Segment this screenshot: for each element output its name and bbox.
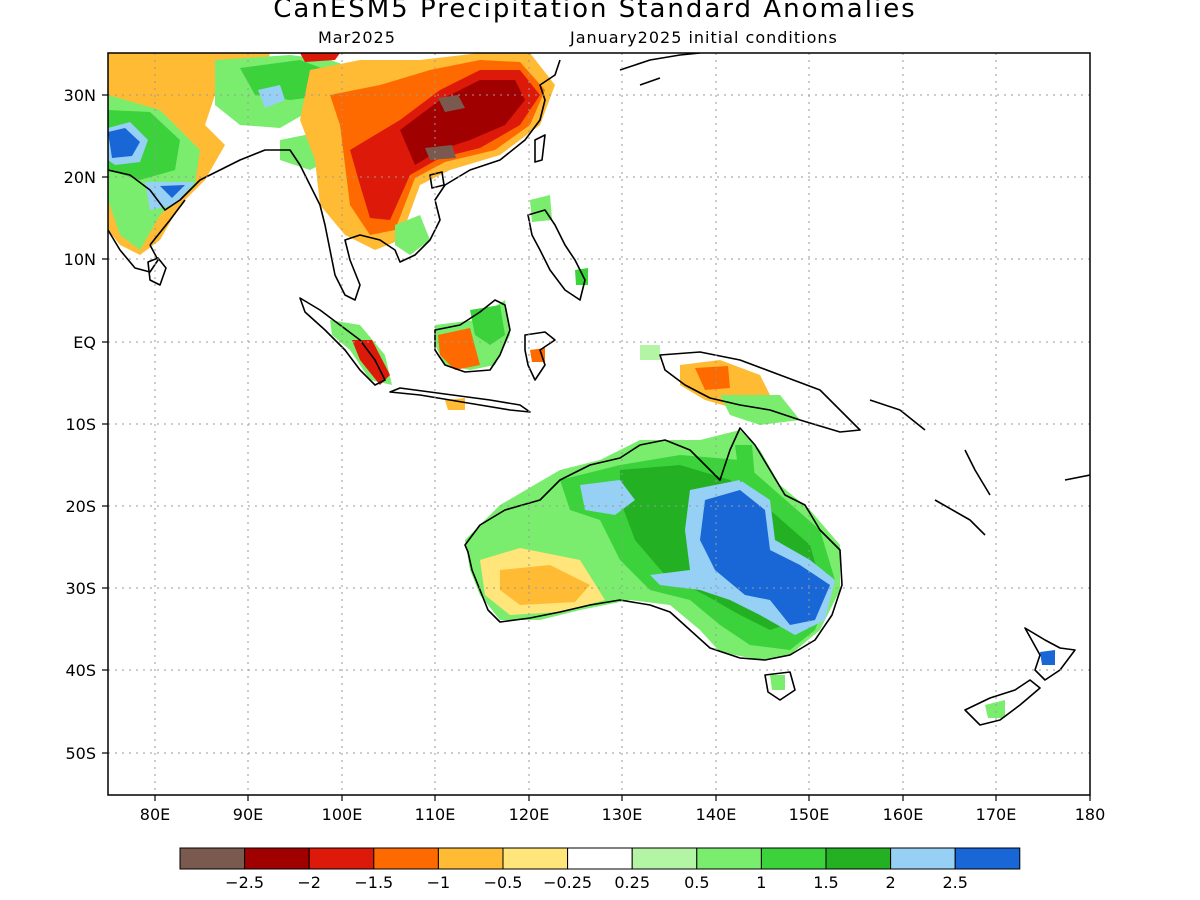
colorbar-swatch bbox=[308, 847, 375, 870]
anomaly-region bbox=[258, 85, 285, 108]
map-title: CanESM5 Precipitation Standard Anomalies bbox=[273, 0, 917, 24]
lat-label: 30S bbox=[65, 579, 96, 598]
anomaly-region bbox=[735, 445, 755, 482]
lon-label: 80E bbox=[140, 805, 170, 824]
anomaly-region bbox=[500, 565, 590, 605]
anomaly-region bbox=[395, 215, 430, 255]
colorbar-label: −2.5 bbox=[225, 873, 264, 892]
anomaly-region bbox=[160, 185, 185, 198]
colorbar-label: 0.5 bbox=[684, 873, 709, 892]
anomaly-region bbox=[438, 328, 480, 370]
colorbar-swatch bbox=[502, 847, 569, 870]
colorbar-swatch bbox=[825, 847, 892, 870]
colorbar-swatch bbox=[890, 847, 956, 870]
lon-label: 170E bbox=[976, 805, 1017, 824]
colorbar-label: 1 bbox=[756, 873, 766, 892]
lon-label: 140E bbox=[696, 805, 737, 824]
anomaly-region bbox=[300, 53, 340, 62]
lon-label: 150E bbox=[789, 805, 830, 824]
colorbar-swatch bbox=[631, 847, 698, 870]
colorbar-label: −2 bbox=[297, 873, 321, 892]
lat-label: EQ bbox=[73, 333, 96, 352]
colorbar-swatch bbox=[954, 847, 1021, 870]
anomaly-region bbox=[640, 345, 660, 360]
colorbar-swatch bbox=[373, 847, 439, 870]
anomaly-region bbox=[400, 80, 525, 165]
lat-label: 10S bbox=[65, 415, 96, 434]
anomaly-region bbox=[530, 195, 552, 222]
colorbar-swatch bbox=[760, 847, 827, 870]
lon-label: 120E bbox=[509, 805, 550, 824]
colorbar-swatch bbox=[437, 847, 504, 870]
anomaly-region bbox=[108, 128, 140, 158]
anomaly-region bbox=[770, 675, 785, 690]
anomaly-region bbox=[1040, 650, 1055, 665]
lon-labels: 80E 90E 100E 110E 120E 130E 140E 150E 16… bbox=[140, 805, 1106, 824]
anomaly-region bbox=[580, 480, 635, 515]
lat-label: 50S bbox=[65, 744, 96, 763]
lon-label: 180 bbox=[1075, 805, 1106, 824]
anomaly-region bbox=[438, 95, 465, 112]
lat-labels: 30N 20N 10N EQ 10S 20S 30S 40S 50S bbox=[64, 86, 96, 763]
lon-label: 110E bbox=[415, 805, 456, 824]
axis-ticks bbox=[102, 94, 1091, 801]
colorbar-label: −0.25 bbox=[543, 873, 592, 892]
colorbar-label: −0.5 bbox=[484, 873, 523, 892]
colorbar-swatch bbox=[696, 847, 762, 870]
colorbar-swatch bbox=[567, 847, 633, 870]
lat-label: 40S bbox=[65, 661, 96, 680]
lon-label: 100E bbox=[322, 805, 363, 824]
lat-label: 10N bbox=[64, 250, 96, 269]
colorbar-label: 2.5 bbox=[942, 873, 967, 892]
colorbar-swatch bbox=[179, 847, 246, 870]
colorbar-label: 2 bbox=[886, 873, 896, 892]
lat-label: 20S bbox=[65, 497, 96, 516]
anomaly-region bbox=[985, 700, 1005, 718]
colorbar: −2.5 −2 −1.5 −1 −0.5 −0.25 0.25 0.5 1 1.5 2 2.5 bbox=[179, 847, 1021, 892]
anomaly-region bbox=[695, 366, 730, 390]
anomaly-region bbox=[470, 305, 505, 345]
coastlines bbox=[108, 53, 1090, 726]
lon-label: 90E bbox=[233, 805, 263, 824]
anomaly-region bbox=[352, 340, 390, 385]
anomaly-region bbox=[575, 268, 588, 285]
initial-conditions: January2025 initial conditions bbox=[570, 28, 838, 47]
colorbar-label: −1.5 bbox=[354, 873, 393, 892]
colorbar-swatch bbox=[244, 847, 310, 870]
gridlines bbox=[108, 53, 1090, 795]
anomaly-region bbox=[700, 490, 830, 625]
lat-label: 20N bbox=[64, 168, 96, 187]
colorbar-label: 1.5 bbox=[813, 873, 838, 892]
colorbar-label: 0.25 bbox=[614, 873, 650, 892]
forecast-month: Mar2025 bbox=[318, 28, 396, 47]
lon-label: 160E bbox=[883, 805, 924, 824]
anomaly-region bbox=[425, 145, 456, 160]
lon-label: 130E bbox=[602, 805, 643, 824]
colorbar-label: −1 bbox=[427, 873, 451, 892]
anomaly-region bbox=[720, 395, 800, 425]
lat-label: 30N bbox=[64, 86, 96, 105]
anomaly-shading bbox=[108, 53, 1055, 718]
